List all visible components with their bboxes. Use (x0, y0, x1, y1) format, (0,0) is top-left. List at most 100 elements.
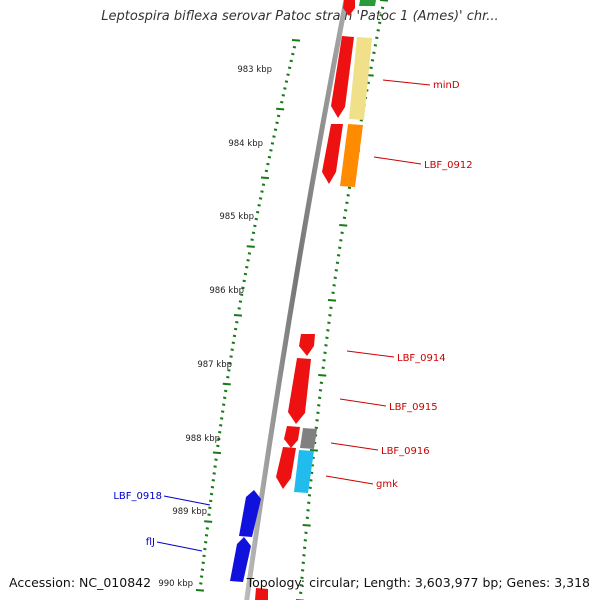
leader-line-LBF_0915 (339, 398, 387, 407)
scale-tick (238, 300, 243, 303)
scale-tick (231, 341, 236, 345)
scale-tick (243, 272, 248, 276)
scale-tick-major (204, 520, 213, 523)
gene-label-LBF_0914[interactable]: LBF_0914 (397, 353, 446, 364)
scale-tick (203, 540, 208, 544)
leader-line-LBF_0918 (163, 495, 211, 506)
scale-tick (222, 396, 227, 400)
scale-tick (205, 527, 210, 530)
scale-tick (346, 194, 350, 197)
scale-tick-major (339, 224, 348, 227)
scale-tick (306, 509, 310, 512)
scale-tick (316, 411, 320, 415)
scale-tick (247, 252, 252, 255)
scale-tick (235, 320, 239, 324)
scale-tick (322, 359, 326, 362)
scale-tick (317, 404, 321, 407)
scale-tick (372, 51, 376, 55)
gene-label-flJ[interactable]: flJ (146, 537, 155, 548)
scale-tick (323, 351, 327, 355)
leader-lines (156, 79, 431, 552)
accession-text: Accession: NC_010842 (9, 575, 152, 590)
scale-tick (380, 6, 385, 10)
gene-label-LBF_0918[interactable]: LBF_0918 (113, 491, 162, 502)
scale-tick (308, 486, 312, 490)
gene-label-LBF_0912[interactable]: LBF_0912 (424, 160, 473, 171)
scale-tick (221, 403, 226, 406)
scale-tick (338, 246, 342, 250)
scale-tick (246, 259, 250, 262)
leader-line-gmk (325, 475, 374, 485)
scale-tick (300, 569, 305, 572)
gene-LBF_0916-arrow[interactable] (284, 426, 300, 448)
scale-tick-major (379, 0, 389, 2)
scale-tick (233, 327, 238, 331)
scale-tick (258, 197, 263, 200)
scale-tick (208, 506, 212, 510)
gene-LBF_0918-arrow[interactable] (239, 490, 261, 537)
gene-label-LBF_0915[interactable]: LBF_0915 (389, 402, 438, 413)
scale-tick (250, 238, 254, 241)
scale-tick (336, 254, 341, 257)
scale-tick (331, 291, 335, 295)
scale-tick (237, 307, 241, 310)
scale-tick-major (327, 299, 337, 302)
scale-tick (286, 73, 290, 76)
gene-flJ-arrow[interactable] (230, 537, 251, 582)
scale-tick (283, 87, 287, 90)
scale-tick (302, 546, 307, 550)
scale-tick (242, 279, 246, 283)
gene-LBF_0912-arrow[interactable] (322, 124, 343, 184)
gene-minD-arrow[interactable] (331, 36, 354, 118)
gene-arrow[interactable] (343, 0, 355, 16)
scale-tick (213, 465, 217, 468)
scale-tick (227, 369, 231, 372)
scale-tick (309, 479, 313, 482)
scale-tick (307, 494, 312, 497)
gene-label-minD[interactable]: minD (433, 80, 460, 91)
scale-tick (224, 389, 228, 393)
scale-tick (376, 29, 380, 32)
scale-tick (319, 381, 324, 385)
scale-label: 983 kbp (237, 65, 272, 75)
scale-tick (377, 21, 382, 25)
scale-tick (241, 286, 245, 290)
scale-tick (339, 239, 343, 242)
scale-tick (203, 547, 207, 551)
scale-tick (347, 186, 352, 190)
inner-tick-ring (195, 39, 301, 592)
scale-tick (267, 155, 272, 159)
scale-tick (333, 276, 337, 280)
scale-tick (289, 59, 293, 63)
cog-yellow-box (349, 37, 372, 120)
gene-LBF_0915-arrow[interactable] (288, 358, 311, 424)
gene-arrow[interactable] (255, 588, 268, 600)
scale-tick (219, 424, 223, 427)
scale-tick (343, 209, 348, 212)
scale-tick (334, 269, 339, 272)
scale-tick-major (233, 314, 243, 317)
scale-tick (204, 534, 209, 537)
scale-tick (219, 417, 224, 420)
scale-tick (214, 458, 218, 461)
scale-tick (379, 14, 383, 17)
gene-label-LBF_0916[interactable]: LBF_0916 (381, 446, 430, 457)
scale-label: 987 kbp (197, 360, 232, 370)
scale-tick-major (212, 451, 222, 455)
scale-tick (260, 190, 264, 193)
scale-tick (220, 410, 225, 413)
scale-tick (200, 568, 205, 571)
gene-gmk-arrow[interactable] (276, 447, 296, 489)
scale-tick (325, 336, 329, 340)
gene-label-gmk[interactable]: gmk (376, 479, 398, 490)
scale-tick (245, 265, 249, 269)
scale-label: 990 kbp (158, 579, 193, 589)
scale-tick (314, 426, 318, 430)
scale-tick (211, 479, 216, 482)
scale-tick-major (291, 39, 301, 42)
scale-tick (232, 334, 237, 338)
scale-tick (199, 582, 203, 585)
leader-line-minD (382, 79, 431, 86)
scale-tick (300, 576, 304, 580)
gene-LBF_0914-arrow[interactable] (299, 334, 315, 356)
